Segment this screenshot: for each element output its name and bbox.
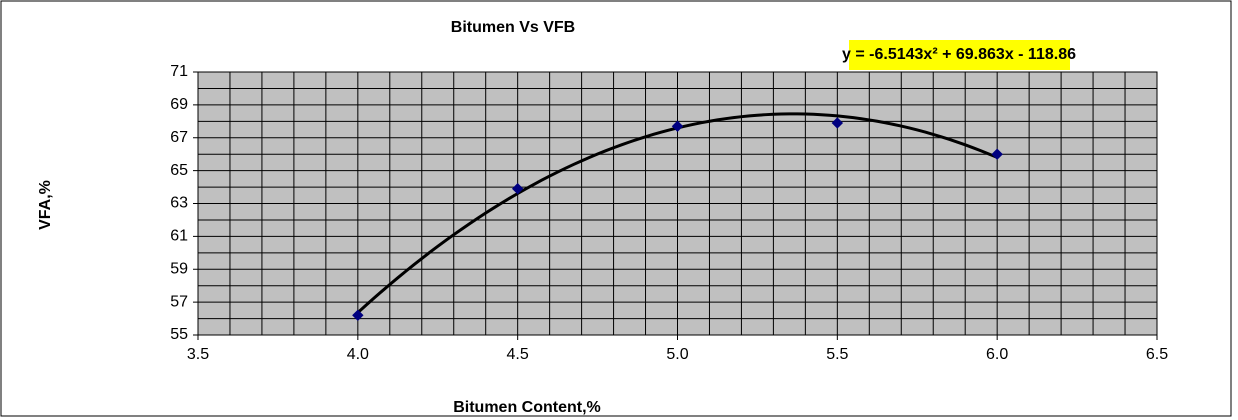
x-tick-label: 5.0 xyxy=(666,346,688,363)
x-tick-label: 6.5 xyxy=(1146,346,1168,363)
x-tick-label: 3.5 xyxy=(187,346,209,363)
y-tick-label: 55 xyxy=(170,326,188,343)
data-point xyxy=(671,120,684,132)
x-tick-label: 4.0 xyxy=(347,346,369,363)
y-tick-label: 59 xyxy=(170,260,188,277)
y-tick-label: 57 xyxy=(170,293,188,310)
y-tick-label: 71 xyxy=(170,63,188,80)
data-point xyxy=(831,117,844,129)
equation-box xyxy=(849,40,1070,70)
y-tick-label: 69 xyxy=(170,96,188,113)
y-axis-label: VFA,% xyxy=(37,180,54,230)
x-tick-label: 6.0 xyxy=(986,346,1008,363)
trendline-equation: y = -6.5143x² + 69.863x - 118.86 xyxy=(842,46,1076,63)
x-tick-label: 5.5 xyxy=(826,346,848,363)
data-point xyxy=(511,182,524,195)
data-point xyxy=(352,309,364,321)
x-axis-label: Bitumen Content,% xyxy=(453,399,601,416)
chart-title: Bitumen Vs VFB xyxy=(451,19,575,36)
data-point xyxy=(991,148,1003,160)
y-tick-label: 67 xyxy=(170,129,188,146)
y-tick-label: 63 xyxy=(170,195,188,212)
y-tick-label: 61 xyxy=(170,228,188,245)
x-tick-label: 4.5 xyxy=(507,346,529,363)
y-tick-label: 65 xyxy=(170,162,188,179)
